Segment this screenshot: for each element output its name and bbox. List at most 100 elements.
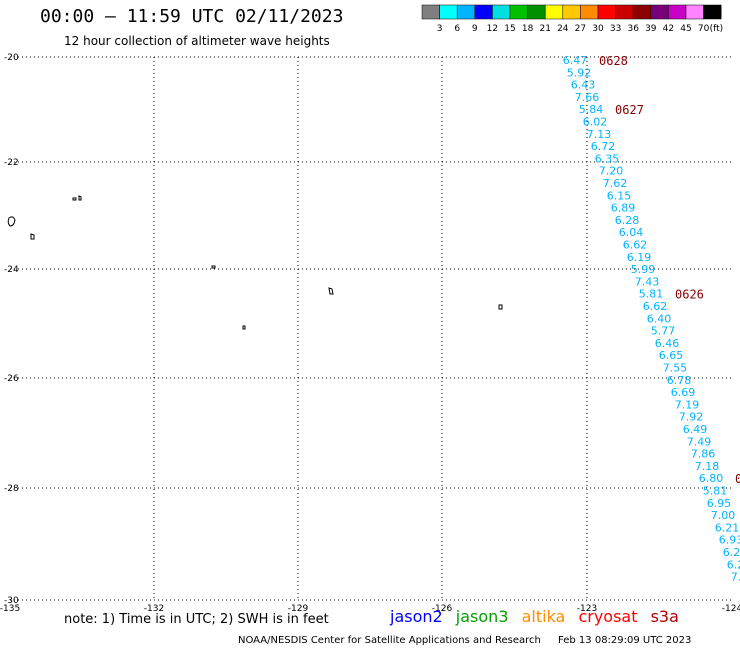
swh-value-label: 6.40	[647, 312, 672, 325]
x-tick-label: -124	[722, 604, 740, 614]
axis-tick-labels: -135 -132 -129 -126 -123 -124 -20 -22 -24 -26 -28 -…	[0, 53, 740, 614]
swh-value-label: 6.43	[571, 79, 596, 92]
y-tick-label: -22	[4, 158, 19, 168]
islands-outline	[7, 195, 503, 330]
x-tick-label: -123	[577, 604, 597, 614]
colorbar-tick-label: 12	[487, 24, 498, 34]
colorbar-swatch	[439, 4, 458, 20]
swh-value-label: 6.49	[683, 423, 708, 436]
swh-value-label: 6.15	[607, 189, 632, 202]
y-tick-label: -28	[4, 484, 19, 494]
swh-value-label: 7.55	[663, 362, 688, 375]
satellite-s3a: s3a	[650, 607, 679, 626]
swh-value-label: 6.35	[595, 152, 620, 165]
swh-value-label: 6.29	[727, 558, 740, 571]
swh-value-label: 6.93	[719, 534, 740, 547]
island-shape	[211, 265, 216, 269]
colorbar-swatch	[492, 4, 511, 20]
swh-value-label: 6.47	[563, 54, 588, 67]
island-shape	[7, 216, 16, 227]
swh-value-label: 6.46	[655, 337, 680, 350]
credit-footer: NOAA/NESDIS Center for Satellite Applica…	[238, 635, 691, 646]
swh-value-label: 7.20	[599, 165, 624, 178]
swh-value-label: 6.04	[619, 226, 644, 239]
altimeter-track: 6.475.926.437.665.846.027.136.726.357.20…	[563, 54, 740, 584]
colorbar-tick-label: 36	[627, 24, 639, 34]
swh-value-label: 6.21	[715, 521, 740, 534]
colorbar-swatch	[509, 4, 528, 20]
swh-value-label: 5.81	[639, 288, 664, 301]
colorbar-tick-label: 21	[539, 24, 550, 34]
swh-value-label: 6.80	[699, 472, 724, 485]
swh-value-label: 7.13	[587, 128, 612, 141]
x-tick-label: -135	[0, 604, 20, 614]
satellite-legend: jason2 jason3 altika cryosat s3a	[390, 607, 687, 626]
swh-value-label: 7.04	[731, 571, 740, 584]
pass-time-label: 0626	[675, 288, 704, 302]
note-text: note: 1) Time is in UTC; 2) SWH is in fe…	[64, 612, 329, 627]
swh-value-label: 7.19	[675, 398, 700, 411]
satellite-jason2: jason2	[390, 607, 443, 626]
colorbar-tick-label: 6	[454, 24, 460, 34]
swh-value-label: 7.86	[691, 448, 716, 461]
colorbar-unit: (ft)	[710, 24, 724, 34]
swh-value-label: 6.69	[671, 386, 696, 399]
swh-value-label: 6.19	[627, 251, 652, 264]
swh-value-label: 7.43	[635, 275, 660, 288]
swh-value-label: 6.72	[591, 140, 616, 153]
swh-value-label: 7.49	[687, 435, 712, 448]
lat-lon-grid	[10, 56, 732, 601]
satellite-cryosat: cryosat	[578, 607, 638, 626]
island-shape	[242, 325, 246, 330]
y-tick-label: -30	[4, 596, 19, 606]
colorbar-tick-label: 15	[504, 24, 515, 34]
island-shape	[328, 287, 334, 295]
swh-value-label: 5.99	[631, 263, 656, 276]
swh-value-label: 6.78	[667, 374, 692, 387]
y-tick-label: -20	[4, 53, 19, 63]
colorbar-tick-label: 18	[522, 24, 534, 34]
island-shape	[498, 304, 503, 310]
swh-value-label: 6.62	[643, 300, 668, 313]
swh-value-label: 6.89	[611, 202, 636, 215]
colorbar-swatch	[562, 4, 581, 20]
x-tick-label: -126	[432, 604, 453, 614]
swh-value-label: 5.81	[703, 485, 728, 498]
colorbar-tick-label: 3	[437, 24, 443, 34]
credit-text: NOAA/NESDIS Center for Satellite Applica…	[238, 635, 541, 646]
colorbar-swatch	[474, 4, 493, 20]
colorbar-swatch	[580, 4, 599, 20]
swh-value-label: 7.18	[695, 460, 720, 473]
swh-value-label: 6.02	[583, 116, 608, 129]
colorbar-swatch	[527, 4, 546, 20]
colorbar-tick-label: 70	[698, 24, 710, 34]
satellite-altika: altika	[521, 607, 566, 626]
colorbar-tick-label: 42	[663, 24, 674, 34]
colorbar-swatch	[615, 4, 634, 20]
colorbar-swatch	[597, 4, 616, 20]
y-tick-label: -26	[4, 374, 19, 384]
pass-time-label: 0628	[599, 54, 628, 68]
colorbar-tick-label: 27	[575, 24, 586, 34]
x-tick-label: -129	[288, 604, 309, 614]
pass-time-label: 0627	[615, 103, 644, 117]
colorbar-tick-label: 45	[680, 24, 691, 34]
colorbar-swatch	[632, 4, 652, 20]
island-shape	[30, 233, 35, 240]
swh-value-label: 7.62	[603, 177, 628, 190]
colorbar-swatch	[456, 4, 476, 20]
pass-time-label: 0625	[735, 472, 740, 486]
colorbar-legend: 3 6 9 12 15 18 21 24 27 30 33 36 39 42 45 70 (ft)	[421, 4, 724, 34]
swh-value-label: 6.95	[707, 497, 732, 510]
y-tick-label: -24	[4, 265, 19, 275]
swh-value-label: 7.92	[679, 411, 704, 424]
colorbar-swatch	[668, 4, 687, 20]
colorbar-tick-label: 9	[472, 24, 478, 34]
colorbar-swatch	[650, 4, 669, 20]
colorbar-tick-label: 24	[557, 24, 569, 34]
colorbar-swatch	[685, 4, 704, 20]
swh-value-label: 5.84	[579, 103, 604, 116]
swh-value-label: 6.65	[659, 349, 684, 362]
swh-value-label: 6.28	[615, 214, 640, 227]
chart-title: 00:00 — 11:59 UTC 02/11/2023	[40, 6, 344, 27]
